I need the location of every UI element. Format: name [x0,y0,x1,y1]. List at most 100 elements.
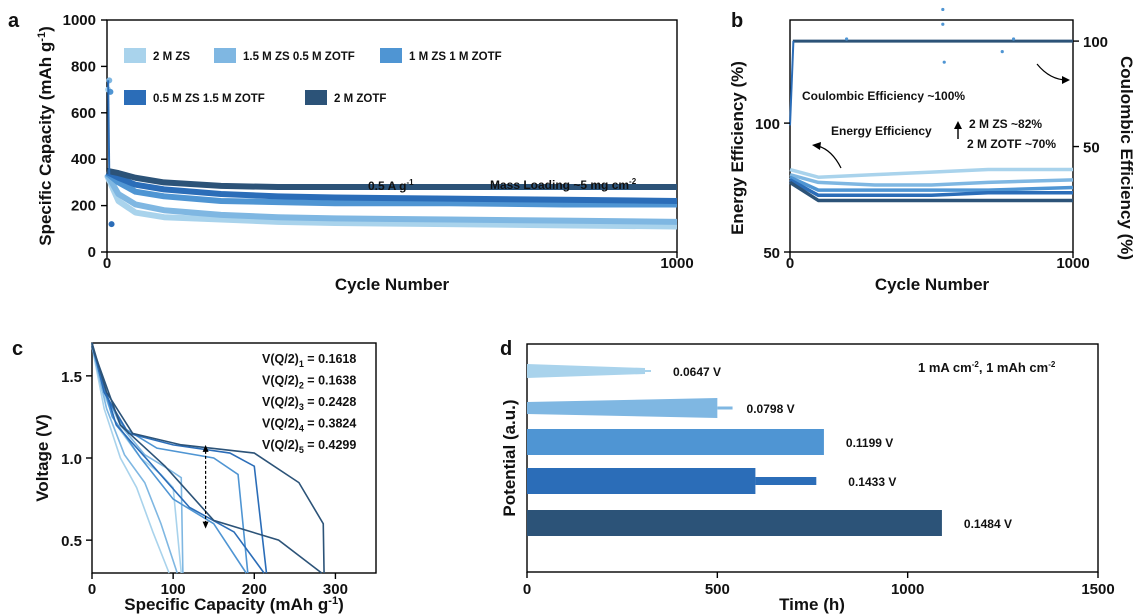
panel-b-letter: b [731,10,743,32]
panel-c-curve-1-b [91,346,170,574]
panel-b: b 50 100 50 100 0 1000 Cycle Number Energy … [728,7,1136,294]
panel-b-ce-outlier [1011,37,1016,41]
panel-c-vq2-label-2: V(Q/2)2 = 0.1638 [262,374,356,391]
panel-a-legend-label-1: 2 M ZS [153,51,190,63]
panel-a-y-axis-label: Specific Capacity (mAh g-1) [36,26,55,246]
panel-b-ee-series-1 [789,167,1073,179]
panel-a-x-tick-1000: 1000 [660,255,693,272]
panel-b-right-tick-label: 100 [1083,34,1108,51]
panel-b-ee-series-5 [789,180,1073,203]
panel-c-y-tick-label: 1.0 [61,451,82,468]
panel-c-curve-4-a [91,342,268,574]
panel-b-ce-annotation: Coulombic Efficiency ~100% [802,89,965,103]
panel-a-legend-swatch-2 [214,48,236,63]
panel-b-x-axis-label: Cycle Number [875,275,990,294]
panel-a-y-tick-label: 600 [71,105,96,122]
panel-d-bar-label-2: 0.0798 V [747,402,795,416]
panel-d-bar-5 [527,510,942,536]
panel-a-y-tick-label: 0 [88,244,96,261]
panel-b-ce-outlier [1000,50,1004,54]
panel-a-series-2 [104,172,678,225]
panel-d-x-tick-label: 1500 [1081,581,1114,598]
panel-c-series [91,342,325,574]
panel-b-y-axis-label: Energy Efficiency (%) [728,61,747,235]
panel-b-series [789,7,1074,203]
panel-d-bar-3 [527,429,824,455]
panel-b-left-tick-label: 100 [755,116,780,133]
panel-c-vq2-label-1: V(Q/2)1 = 0.1618 [262,352,356,369]
panel-b-ce-outlier [845,37,849,41]
panel-c-y-axis-label: Voltage (V) [33,414,52,502]
panel-b-arrow-to-left-axis [817,145,842,169]
panel-a-series [104,77,678,230]
panel-b-right-tick-label: 50 [1083,140,1100,157]
panel-a-frame [106,19,678,253]
panel-d-x-tick-label: 500 [705,581,730,598]
panel-a-x-tick-0: 0 [103,255,111,272]
panel-a-y-ticks: 0 200 400 600 800 1000 [63,12,678,261]
panel-b-frame [789,19,1074,253]
panel-b-ee-zs: 2 M ZS ~82% [969,117,1042,131]
panel-a-y-tick-label: 800 [71,58,96,75]
panel-c-curve-3-b [91,346,247,574]
panel-b-ce-outlier [942,60,946,64]
panel-c-y-tick-label: 1.5 [61,369,82,386]
panel-c-x-tick-label: 100 [161,581,186,598]
panel-b-up-arrow [954,121,962,139]
panel-d-bar-4 [527,468,756,494]
panel-d-x-axis-label: Time (h) [779,595,845,614]
panel-c: c 0.5 1.0 1.5 0 100 200 300 Specific Capacity … [12,338,377,614]
panel-a-legend-label-2: 1.5 M ZS 0.5 M ZOTF [243,51,355,63]
panel-d-frame [526,343,1099,573]
panel-d-y-axis-label: Potential (a.u.) [500,399,519,516]
panel-c-y-tick-label: 0.5 [61,533,82,550]
panel-c-x-tick-label: 0 [88,581,96,598]
panel-d-condition: 1 mA cm-2, 1 mAh cm-2 [918,360,1056,375]
panel-c-x-tick-label: 200 [242,581,267,598]
panel-b-ee-zotf: 2 M ZOTF ~70% [967,137,1056,151]
panel-b-ee-series-4 [789,178,1073,198]
panel-d-letter: d [500,338,512,360]
panel-b-x-tick-1000: 1000 [1056,255,1089,272]
panel-a-legend-swatch-3 [380,48,402,63]
panel-a-series-4 [105,169,678,204]
panel-a-legend-swatch-1 [124,48,146,63]
panel-c-vq2-label-3: V(Q/2)3 = 0.2428 [262,395,356,412]
panel-a-legend-label-3: 1 M ZS 1 M ZOTF [409,51,502,63]
panel-a-legend-swatch-4 [124,90,146,105]
panel-d-x-tick-label: 1000 [891,581,924,598]
panel-b-ce-rise [789,41,795,126]
panel-b-ticks: 50 100 50 100 [755,34,1108,262]
panel-a-legend-label-5: 2 M ZOTF [334,93,386,105]
panel-c-x-axis-label: Specific Capacity (mAh g-1) [124,595,344,614]
panel-c-curve-3-a [91,342,249,574]
panel-d-bar-label-4: 0.1433 V [848,475,896,489]
panel-b-arrowhead-right [1062,76,1070,84]
panel-c-curve-2-a [91,342,184,574]
panel-a-series-3 [105,170,677,208]
panel-d-bar-tail-4 [755,477,817,485]
panel-d-bar-2 [527,398,718,418]
panel-a-y-tick-label: 200 [71,198,96,215]
panel-a-letter: a [8,10,20,32]
panel-a-legend-label-4: 0.5 M ZS 1.5 M ZOTF [153,93,265,105]
panel-d-x-tick-label: 0 [523,581,531,598]
panel-b-ee-series-3 [789,175,1074,192]
panel-d-ticks: 0 500 1000 1500 [523,572,1115,598]
panel-c-curve-4-b [91,346,265,574]
panel-a-legend: 2 M ZS 1.5 M ZS 0.5 M ZOTF 1 M ZS 1 M ZOTF… [124,48,502,105]
panel-c-letter: c [12,338,23,360]
panel-b-ce-outlier [941,7,945,12]
panel-a-rate-annotation: 0.5 A g-1 [368,178,414,193]
panel-a-x-axis-label: Cycle Number [335,275,450,294]
panel-b-ce-outlier [941,22,945,26]
panel-a-series-5 [106,167,677,191]
panel-a-legend-swatch-5 [305,90,327,105]
panel-d-bar-1 [527,364,646,378]
panel-c-curve-1-a [91,342,183,574]
panel-c-x-tick-label: 300 [323,581,348,598]
panel-b-x-tick-0: 0 [786,255,794,272]
panel-d-bar-label-5: 0.1484 V [964,517,1012,531]
panel-b-arrowhead-left [812,142,821,150]
